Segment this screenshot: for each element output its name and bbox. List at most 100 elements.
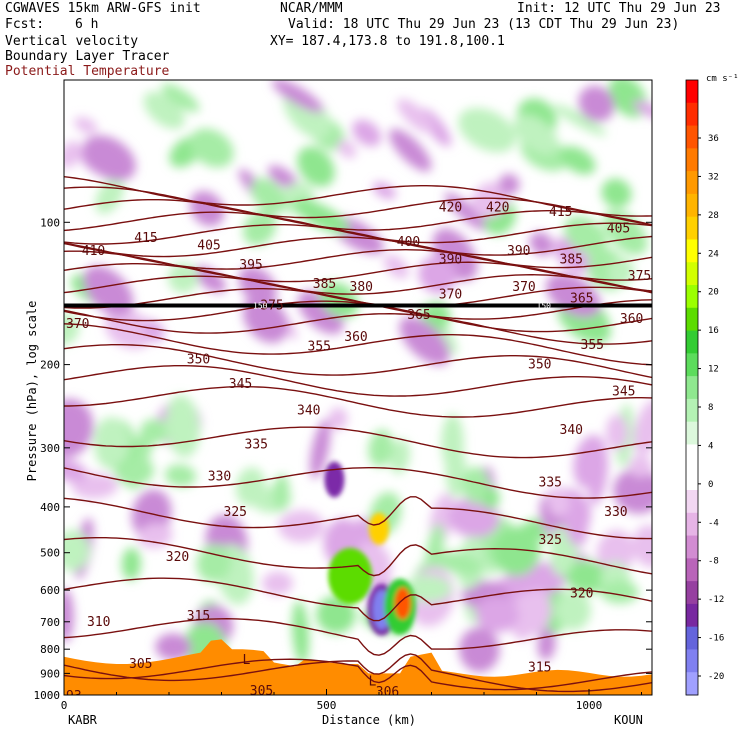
theta-label: 370 <box>66 317 89 332</box>
theta-label: 410 <box>82 244 105 259</box>
y-tick-label: 300 <box>40 442 60 455</box>
right-station-label: KOUN <box>614 713 643 727</box>
colorbar-swatch <box>686 285 698 309</box>
init-time: Init: 12 UTC Thu 29 Jun 23 <box>517 1 721 16</box>
velocity-cell <box>605 414 628 451</box>
y-tick-label: 400 <box>40 501 60 514</box>
velocity-cell <box>475 596 520 633</box>
velocity-cell <box>235 467 266 507</box>
colorbar-label: -4 <box>708 518 719 528</box>
velocity-cell <box>292 600 310 665</box>
theta-label: 375 <box>260 299 283 314</box>
x-tick-label: 500 <box>317 699 337 712</box>
field-potential-temperature: Potential Temperature <box>5 64 170 79</box>
velocity-cell <box>189 128 234 168</box>
colorbar-swatch <box>686 444 698 468</box>
colorbar-swatch <box>686 626 698 650</box>
velocity-cell <box>493 526 541 576</box>
y-tick-label: 1000 <box>34 689 61 702</box>
downdraft-aloft <box>324 461 345 498</box>
y-tick-label: 900 <box>40 667 60 680</box>
theta-label: 370 <box>439 287 462 302</box>
theta-contour-line <box>64 236 652 269</box>
colorbar-swatch <box>686 148 698 172</box>
theta-label: 340 <box>297 403 320 418</box>
velocity-cell <box>137 523 173 549</box>
theta-label: 365 <box>570 292 593 307</box>
theta-contour-line <box>64 658 652 691</box>
y-tick-label: 500 <box>40 547 60 560</box>
velocity-cell <box>559 146 596 175</box>
colorbar-swatch <box>686 239 698 263</box>
velocity-cell <box>632 100 652 119</box>
velocity-cell <box>578 85 615 122</box>
velocity-cell <box>155 633 192 661</box>
theta-label: 320 <box>166 550 189 565</box>
colorbar-swatch <box>686 353 698 377</box>
velocity-cell <box>64 588 74 643</box>
theta-label: 390 <box>439 253 462 268</box>
theta-label: 305 <box>250 684 273 699</box>
updraft-aloft <box>369 512 389 545</box>
theta-label: 360 <box>620 312 643 327</box>
theta-contour-line <box>64 186 652 226</box>
colorbar-swatch <box>686 603 698 628</box>
colorbar-swatch <box>686 512 698 537</box>
y-tick-label: 600 <box>40 584 60 597</box>
theta-contour-line <box>64 496 652 540</box>
theta-contour-line <box>64 365 652 397</box>
theta-contour-line <box>64 426 652 459</box>
velocity-cell <box>383 254 409 279</box>
y-tick-label: 100 <box>40 216 60 229</box>
velocity-cell <box>553 104 607 136</box>
velocity-cell <box>273 474 290 512</box>
colorbar-swatch <box>686 672 698 696</box>
theta-contour-line <box>64 250 652 292</box>
velocity-cell <box>529 231 554 256</box>
colorbar-swatch <box>686 398 698 423</box>
theta-label: 405 <box>197 239 220 254</box>
colorbar-swatch <box>686 262 698 286</box>
velocity-shading <box>64 80 652 673</box>
model-name: CGWAVES 15km ARW-GFS init <box>5 1 201 16</box>
theta-label: 355 <box>581 338 604 353</box>
theta-label: 345 <box>612 384 635 399</box>
theta-label: 320 <box>570 587 593 602</box>
forecast-label: Fcst: <box>5 17 45 32</box>
velocity-cell <box>372 182 397 200</box>
colorbar-swatch <box>686 421 698 445</box>
theta-label: 385 <box>313 277 336 292</box>
velocity-cell <box>64 529 90 572</box>
colorbar-swatch <box>686 649 698 673</box>
velocity-cell <box>601 178 632 208</box>
theta-contour-line <box>64 263 652 295</box>
theta-label: 405 <box>607 221 630 236</box>
theta-label: 390 <box>507 244 530 259</box>
velocity-cell <box>628 455 652 478</box>
updraft-band <box>328 547 373 604</box>
theta-label: 330 <box>208 470 231 485</box>
valid-time: Valid: 18 UTC Thu 29 Jun 23 (13 CDT Thu … <box>288 17 680 32</box>
velocity-cell <box>168 262 199 294</box>
plot-frame <box>63 79 653 696</box>
tropopause-label: 150 <box>537 302 552 311</box>
colorbar-swatch <box>686 125 698 149</box>
colorbar-swatch <box>686 330 698 354</box>
velocity-cell <box>319 282 359 319</box>
colorbar-swatch <box>686 216 698 240</box>
low-marker: L <box>243 653 251 668</box>
theta-contour-line <box>64 467 652 499</box>
y-tick-label: 200 <box>40 359 60 372</box>
velocity-cell <box>143 91 185 130</box>
theta-label: 325 <box>539 533 562 548</box>
theta-label: 415 <box>549 205 572 220</box>
theta-contour-line <box>64 275 652 308</box>
velocity-cell <box>165 394 201 458</box>
theta-label: 375 <box>628 269 651 284</box>
theta-label: 330 <box>604 505 627 520</box>
theta-label: 360 <box>344 330 367 345</box>
theta-label: 355 <box>308 339 331 354</box>
theta-label: 415 <box>134 231 157 246</box>
theta-label: 340 <box>560 423 583 438</box>
